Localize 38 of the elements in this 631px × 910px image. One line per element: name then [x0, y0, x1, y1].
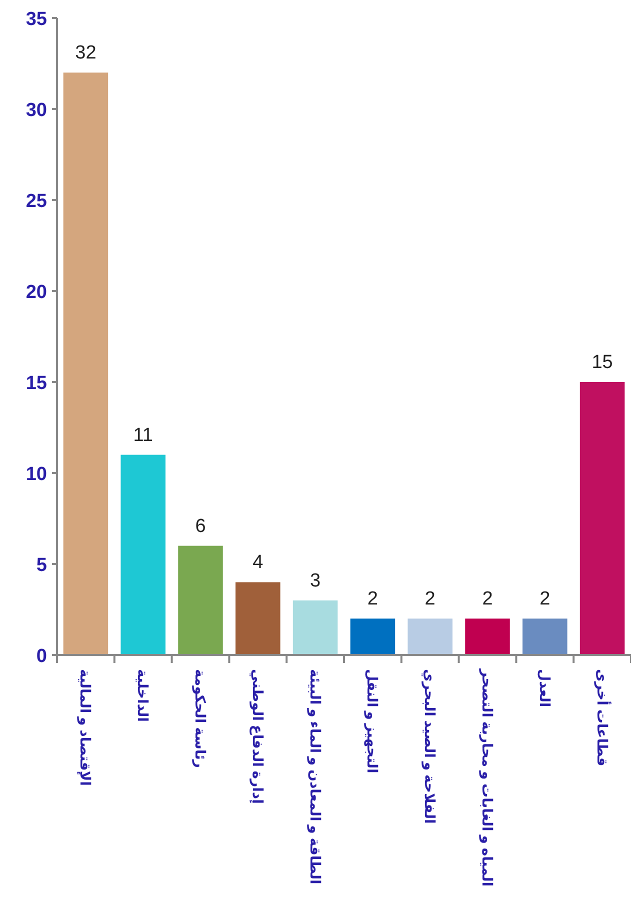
x-tick-label: الطاقة و المعادن و الماء و البيئة: [306, 669, 324, 884]
data-label: 6: [195, 516, 206, 537]
x-tick-label: الفلاحة و الصيد البحري: [421, 669, 438, 824]
data-label: 4: [252, 552, 264, 574]
y-tick-label: 15: [26, 373, 48, 394]
x-tick-label: التجهيز و النقل: [364, 669, 381, 774]
data-label: 2: [540, 588, 550, 610]
bar: [178, 546, 223, 655]
bar: [63, 72, 108, 655]
x-tick-label: إدارة الدفاع الوطني: [248, 669, 266, 804]
bar: [292, 600, 338, 655]
bar: [580, 382, 625, 655]
x-tick-label: الإقتصاد و المالية: [76, 669, 94, 786]
x-tick-label: رئاسة الحكومة: [192, 669, 208, 768]
bar: [465, 618, 510, 655]
y-tick-label: 35: [26, 9, 48, 30]
y-tick-label: 0: [36, 646, 47, 667]
data-label: 32: [75, 42, 96, 64]
bar: [236, 582, 280, 655]
x-tick-label: قطاعات أخرى: [593, 669, 612, 766]
bar: [408, 618, 452, 655]
data-label: 2: [482, 588, 493, 610]
y-tick-label: 30: [26, 100, 47, 121]
x-tick-label: العدل: [536, 669, 553, 708]
bar: [350, 618, 396, 655]
y-tick-label: 10: [26, 464, 47, 485]
bar: [522, 618, 568, 655]
x-tick-label: المياه و الغابات و محاربة التصحر: [478, 668, 496, 887]
y-tick-label: 25: [26, 191, 48, 212]
x-tick-label: الداخلية: [135, 669, 152, 722]
data-label: 11: [133, 424, 153, 446]
y-tick-label: 20: [26, 282, 47, 303]
data-label: 3: [310, 570, 321, 592]
y-tick-label: 5: [36, 555, 48, 576]
data-label: 2: [367, 588, 378, 610]
data-label: 2: [424, 588, 436, 610]
data-label: 15: [592, 352, 613, 373]
bar: [120, 454, 166, 655]
